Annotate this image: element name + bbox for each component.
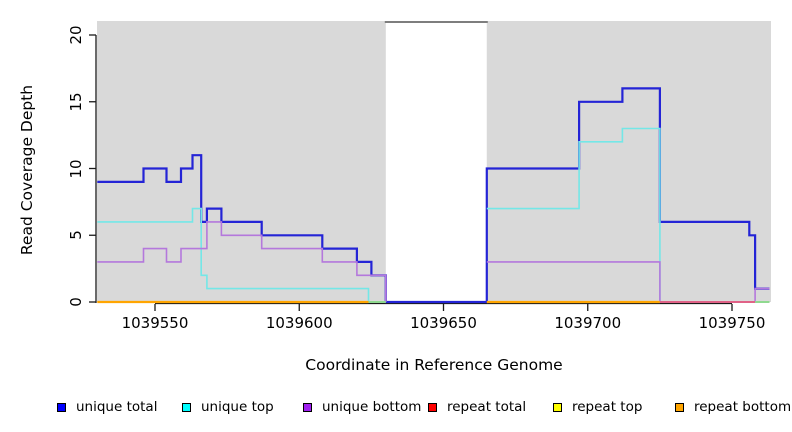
x-axis-label: Coordinate in Reference Genome bbox=[305, 356, 563, 374]
legend-label: unique top bbox=[201, 399, 274, 415]
y-tick-label: 15 bbox=[67, 92, 85, 112]
legend-label: unique bottom bbox=[322, 399, 422, 415]
y-tick-label: 20 bbox=[67, 25, 85, 45]
y-axis-label: Read Coverage Depth bbox=[18, 84, 36, 256]
series-line-unique-bottom bbox=[97, 221, 387, 302]
legend-label: repeat bottom bbox=[694, 399, 792, 415]
y-tick-label: 0 bbox=[67, 297, 85, 307]
legend-label: unique total bbox=[76, 399, 158, 415]
x-tick-label: 1039750 bbox=[698, 314, 766, 332]
legend-swatch-icon bbox=[553, 403, 562, 412]
x-tick-label: 1039700 bbox=[554, 314, 622, 332]
series-line-unique-top bbox=[97, 207, 386, 303]
legend-swatch-icon bbox=[57, 403, 66, 412]
no-data-band bbox=[385, 21, 487, 302]
legend-swatch-icon bbox=[303, 403, 312, 412]
series-line-unique-top bbox=[486, 127, 661, 302]
x-tick-label: 1039550 bbox=[121, 314, 189, 332]
legend: unique total unique top unique bottom repea… bbox=[0, 398, 792, 420]
legend-swatch-icon bbox=[182, 403, 191, 412]
legend-label: repeat top bbox=[572, 399, 643, 415]
legend-swatch-icon bbox=[428, 403, 437, 412]
legend-swatch-icon bbox=[675, 403, 684, 412]
x-tick-label: 1039600 bbox=[265, 314, 333, 332]
x-tick-label: 1039650 bbox=[410, 314, 477, 332]
y-tick-label: 10 bbox=[67, 158, 85, 179]
legend-label: repeat total bbox=[447, 399, 527, 415]
series-line-unique-total bbox=[97, 87, 770, 304]
y-tick-label: 5 bbox=[67, 230, 85, 241]
